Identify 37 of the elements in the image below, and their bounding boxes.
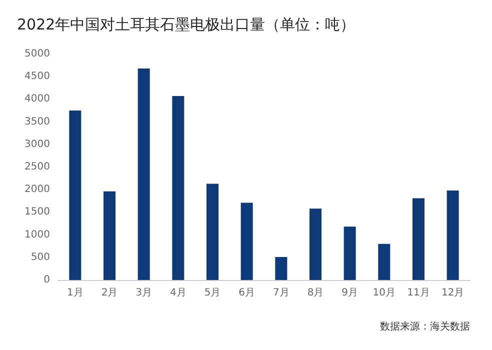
bar: [104, 191, 116, 280]
x-tick-label: 3月: [136, 288, 152, 298]
x-tick-label: 7月: [272, 288, 290, 298]
x-tick-label: 5月: [204, 288, 221, 298]
y-tick-label: 500: [30, 252, 50, 263]
x-tick-label: 2月: [101, 288, 118, 298]
y-tick-label: 4000: [24, 94, 50, 105]
bar: [172, 96, 184, 280]
bar: [446, 190, 459, 280]
source-note: 数据来源：海关数据: [380, 320, 470, 332]
x-tick-label: 12月: [441, 288, 464, 298]
y-tick-label: 5000: [24, 48, 50, 60]
bar: [378, 244, 390, 280]
x-tick-label: 10月: [372, 288, 396, 298]
x-tick-label: 4月: [170, 288, 186, 298]
x-tick-label: 6月: [238, 288, 256, 298]
y-tick-label: 4500: [24, 71, 50, 82]
bar: [412, 198, 424, 280]
bar: [69, 110, 82, 280]
x-tick-label: 9月: [342, 288, 358, 298]
x-tick-label: 1月: [66, 288, 84, 298]
y-tick-label: 1500: [24, 206, 50, 218]
bar: [275, 256, 288, 280]
bar: [138, 68, 150, 280]
y-tick-label: 3500: [24, 116, 50, 128]
y-tick-label: 2500: [24, 162, 50, 172]
bar: [240, 202, 253, 280]
x-tick-label: 8月: [307, 288, 324, 298]
chart-title: 2022年中国对土耳其石墨电极出口量（单位：吨）: [17, 16, 356, 34]
bar: [344, 226, 356, 280]
y-tick-label: 0: [44, 274, 50, 286]
x-tick-label: 11月: [407, 288, 430, 298]
y-tick-label: 3000: [24, 138, 50, 150]
y-tick-label: 2000: [24, 184, 50, 196]
bar: [310, 208, 322, 280]
y-tick-label: 1000: [24, 229, 50, 240]
bar: [206, 184, 218, 280]
